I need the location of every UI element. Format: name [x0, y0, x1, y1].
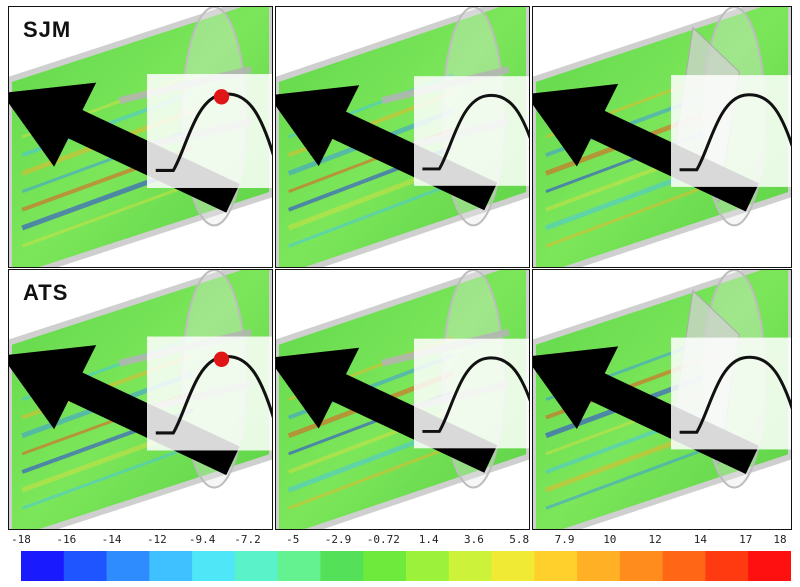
panel-ats-3 [532, 269, 792, 530]
colorbar-tick-label: 17 [739, 533, 753, 546]
time-marker [528, 147, 529, 150]
colorbar-segment [192, 551, 236, 581]
colorbar-tick-label: -5 [286, 533, 300, 546]
colorbar-tick-label: 3.6 [464, 533, 484, 546]
time-marker [213, 351, 230, 367]
colorbar-tick-label: -2.9 [324, 533, 352, 546]
colorbar-tick-label: -0.72 [366, 533, 400, 546]
colorbar-segment [277, 551, 322, 581]
colorbar-segment [705, 551, 749, 581]
colorbar-tick-label: 7.9 [554, 533, 575, 546]
colorbar-segment [662, 551, 707, 581]
colorbar-tick-label: 5.8 [509, 533, 530, 546]
colorbar-tick-label: 1.4 [418, 533, 439, 546]
colorbar-tick-label: -16 [56, 533, 77, 546]
colorbar-segment [149, 551, 193, 581]
colorbar-tick-label: 10 [603, 533, 617, 546]
vessel-band [276, 270, 529, 529]
colorbar-segment [748, 551, 791, 581]
colorbar-segment [534, 551, 578, 581]
vorticity-streak [21, 182, 194, 248]
panel-ats-1: ATS [8, 269, 273, 530]
panel-sjm-2 [275, 6, 530, 268]
colorbar-segment [21, 551, 65, 581]
panel-sjm-1: SJM [8, 6, 273, 268]
vorticity-streak [21, 444, 194, 510]
valve-label: ATS [23, 280, 69, 305]
cardiac-cycle-inset [147, 74, 272, 188]
colorbar [21, 551, 791, 581]
panel-ats-2 [275, 269, 530, 530]
colorbar-tick-label: -14 [101, 533, 122, 546]
colorbar-tick-label: -18 [11, 533, 31, 546]
colorbar-segment [234, 551, 279, 581]
colorbar-segment [448, 551, 493, 581]
cardiac-cycle-inset [414, 338, 529, 449]
colorbar-tick-label: 18 [773, 533, 787, 546]
time-marker [528, 409, 529, 413]
colorbar-segment [63, 551, 108, 581]
colorbar-tick-label: 14 [693, 533, 708, 546]
colorbar-segment [577, 551, 621, 581]
panel-sjm-3 [532, 6, 792, 268]
colorbar-tick-label: 12 [648, 533, 662, 546]
cardiac-cycle-inset [671, 75, 791, 187]
time-marker [213, 89, 230, 105]
colorbar-segment [363, 551, 407, 581]
vorticity-streak [288, 182, 454, 248]
colorbar-tick-label: -12 [146, 533, 167, 546]
colorbar-segment [491, 551, 535, 581]
vorticity-streak [545, 182, 715, 248]
colorbar-segment [320, 551, 364, 581]
cardiac-cycle-inset [414, 76, 529, 186]
cardiac-cycle-inset [671, 337, 791, 450]
vessel-band [276, 7, 529, 267]
colorbar-tick-label: -7.2 [234, 533, 261, 546]
colorbar-segment [619, 551, 664, 581]
colorbar-segment [106, 551, 150, 581]
cardiac-cycle-inset [147, 336, 272, 451]
vorticity-streak [288, 444, 454, 510]
vorticity-streak [545, 444, 715, 510]
valve-label: SJM [23, 17, 72, 42]
colorbar-segment [406, 551, 450, 581]
colorbar-tick-label: -9.4 [188, 533, 216, 546]
result-grid: SJM ATS [8, 6, 792, 530]
colorbar-tick-labels: -18 -16 -14 -12 -9.4 -7.2 -5 -2.9 -0.72 1.4 3.6 5.8… [0, 533, 800, 547]
